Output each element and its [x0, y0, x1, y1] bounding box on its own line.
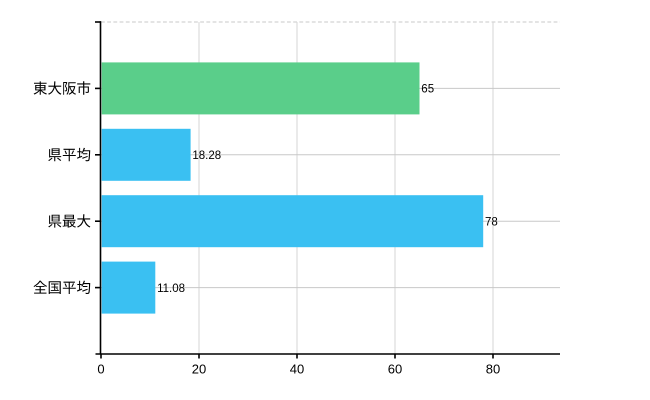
svg-text:11.08: 11.08 — [157, 283, 185, 295]
svg-text:20: 20 — [192, 362, 206, 377]
svg-text:18.28: 18.28 — [192, 150, 221, 162]
svg-text:60: 60 — [388, 362, 402, 377]
svg-text:65: 65 — [421, 84, 434, 96]
svg-text:78: 78 — [485, 216, 498, 228]
svg-text:80: 80 — [486, 362, 500, 377]
svg-text:40: 40 — [290, 362, 304, 377]
svg-text:0: 0 — [97, 362, 104, 377]
